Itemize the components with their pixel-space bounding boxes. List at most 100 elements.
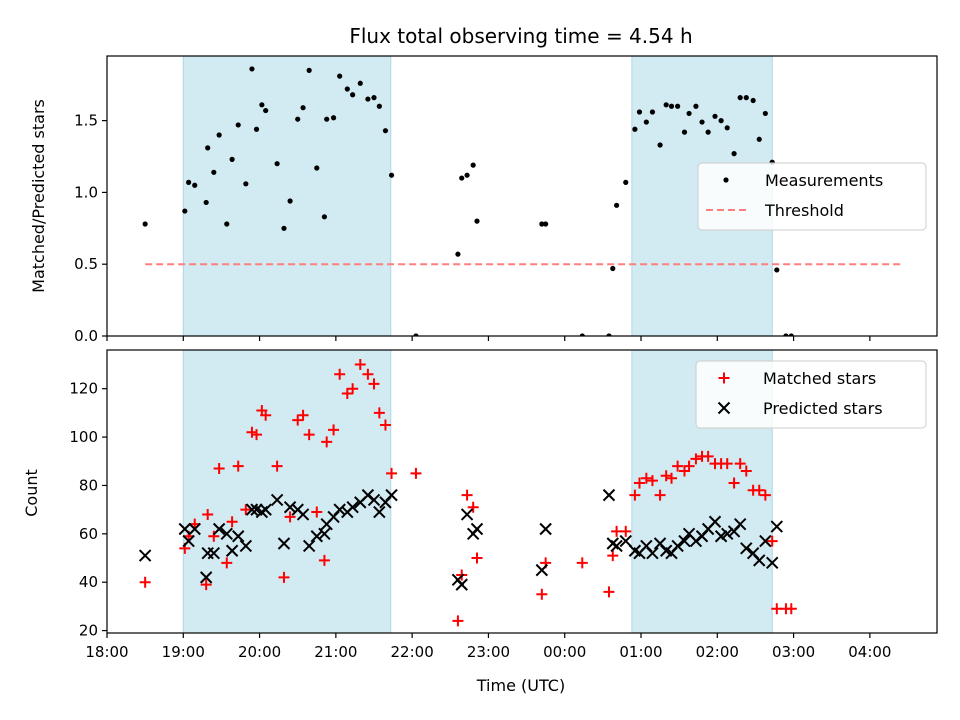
panel-1: 20 40 60 80 100 120 18:00 19:00 20:00 21:00 22:00 2… [69,349,938,661]
matched-star-point [292,414,304,426]
measurement-point [455,251,461,257]
series-measurements [142,66,794,336]
panel-frame [106,55,938,337]
measurement-point [357,80,363,86]
matched-star-point [666,472,678,484]
y-tick-label: 60 [79,525,98,543]
measurement-point [464,172,470,178]
measurement-point [668,103,675,109]
measurement-point [224,221,230,227]
predicted-star-point [207,546,221,560]
matched-star-point [740,465,752,477]
matched-star-point [785,603,797,615]
predicted-star-point [212,522,226,536]
measurement-point [737,95,743,101]
predicted-star-point [296,508,310,521]
matched-star-point [721,458,733,470]
measurement-point [539,221,545,227]
x-tick-label: 00:00 [543,643,586,661]
measurement-point [743,95,749,101]
measurement-point [681,129,688,135]
y-tick-label: 20 [79,622,98,640]
predicted-star-point [678,534,691,548]
x-tick-label: 03:00 [772,643,815,661]
x-tick-label: 01:00 [619,643,662,661]
matched-star-point [759,489,771,501]
predicted-star-point [270,493,284,507]
x-tick-label: 23:00 [467,643,510,661]
predicted-star-point [610,539,623,553]
measurement-point [263,107,269,114]
measurement-point [371,95,377,101]
predicted-star-point [239,539,253,553]
matched-star-point [328,424,340,436]
predicted-star-point [277,537,291,550]
plot-area: 0.0 0.5 1.0 1.5 Measurements Threshold 20 40 60 8… [69,55,938,661]
measurement-point [705,129,711,135]
measurement-point [211,169,217,175]
matched-star-point [379,419,391,431]
measurement-point [712,113,718,119]
measurement-point [459,175,465,181]
predicted-star-point [539,522,552,536]
matched-star-point [633,477,645,489]
measurement-point [182,208,188,214]
matched-star-point [410,467,422,479]
matched-star-point [646,475,658,487]
legend-box [697,162,927,231]
chart-title: Flux total observing time = 4.54 h [349,24,692,48]
x-tick-label: 18:00 [85,643,128,661]
matched-star-point [213,463,225,475]
measurement-point [300,105,306,111]
measurement-point [306,67,312,73]
matched-star-point [208,530,220,542]
measurement-point [321,214,328,220]
matched-star-point [303,429,315,441]
matched-star-point [260,409,272,421]
x-tick-label: 19:00 [162,643,205,661]
predicted-star-point [373,505,386,519]
predicted-star-point [740,542,753,555]
matched-star-point [373,407,385,419]
measurement-point [350,92,356,98]
ratio-axis-label: Matched/Predicted stars [29,99,48,293]
measurement-point [610,265,616,272]
matched-star-point [284,511,296,523]
measurement-point [337,73,343,79]
measurement-point [699,119,705,125]
predicted-star-point [602,488,616,502]
panel-0: 0.0 0.5 1.0 1.5 Measurements Threshold [74,55,938,345]
y-tick-label: 1.0 [74,183,98,201]
legend-matched-marker [718,372,730,384]
measurement-point [295,116,301,122]
matched-star-point [221,557,233,569]
matched-star-point [660,470,672,482]
predicted-star-point [199,571,213,584]
matched-star-point [341,388,353,400]
matched-star-point [232,460,244,472]
matched-star-point [386,467,398,479]
measurement-point [365,96,371,102]
predicted-star-point [708,515,722,528]
measurement-point [636,109,643,115]
matched-star-point [672,460,684,472]
matched-star-point [240,504,252,516]
measurement-point [413,333,419,336]
predicted-star-point [759,534,772,548]
predicted-star-point [283,501,297,514]
measurement-point [281,225,287,231]
measurement-point [756,136,762,142]
legend-label: Measurements [765,171,883,190]
measurement-point [330,115,337,121]
y-tick-label: 40 [79,573,98,591]
matched-star-point [202,508,214,520]
predicted-star-point [646,546,659,560]
measurement-point [788,333,794,336]
predicted-star-point [182,534,195,548]
matched-star-point [629,489,641,501]
measurement-point [216,132,222,138]
measurement-point [243,181,249,187]
legend: Matched stars Predicted stars [695,360,927,429]
